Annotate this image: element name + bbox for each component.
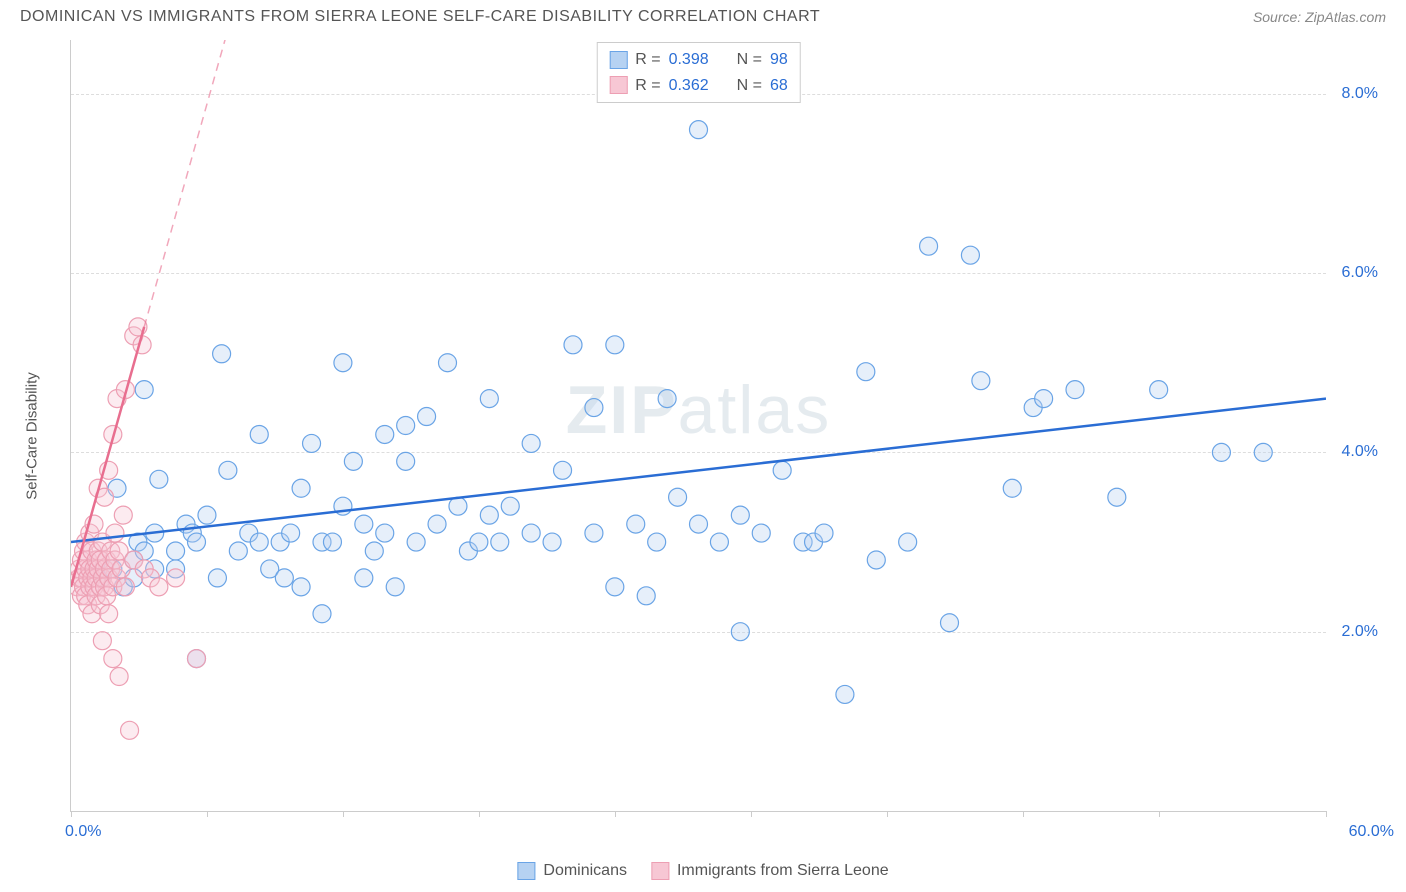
stats-box: R = 0.398 N = 98 R = 0.362 N = 68 [596,42,801,103]
x-tick [71,811,72,817]
trend-line-dashed [144,40,290,327]
legend-swatch [651,862,669,880]
r-value: 0.398 [669,47,709,73]
legend-item: Immigrants from Sierra Leone [651,862,889,880]
n-value: 98 [770,47,788,73]
x-tick [343,811,344,817]
n-label: N = [737,47,762,73]
y-tick-label: 6.0% [1342,264,1378,282]
trend-lines-layer [71,40,1326,811]
y-tick-label: 8.0% [1342,85,1378,103]
x-tick [887,811,888,817]
x-tick [1326,811,1327,817]
r-label: R = [635,47,660,73]
x-tick [479,811,480,817]
stats-row: R = 0.398 N = 98 [609,47,788,73]
plot-region: ZIPatlas R = 0.398N = 98R = 0.362N = 68 … [70,40,1326,812]
legend-label: Dominicans [543,862,627,880]
chart-header: DOMINICAN VS IMMIGRANTS FROM SIERRA LEON… [0,0,1406,30]
r-value: 0.362 [669,73,709,99]
source-prefix: Source: [1253,9,1305,25]
chart-area: Self-Care Disability ZIPatlas R = 0.398N… [50,40,1386,832]
x-tick [207,811,208,817]
legend-item: Dominicans [517,862,627,880]
trend-line [71,327,144,587]
y-axis-label: Self-Care Disability [24,372,41,500]
legend-label: Immigrants from Sierra Leone [677,862,889,880]
n-value: 68 [770,73,788,99]
x-max-label: 60.0% [1349,823,1394,841]
chart-title: DOMINICAN VS IMMIGRANTS FROM SIERRA LEON… [20,8,820,26]
y-tick-label: 4.0% [1342,443,1378,461]
legend: Dominicans Immigrants from Sierra Leone [517,862,888,880]
r-label: R = [635,73,660,99]
x-tick [1023,811,1024,817]
stats-row: R = 0.362 N = 68 [609,73,788,99]
source-attribution: Source: ZipAtlas.com [1253,9,1386,25]
y-tick-label: 2.0% [1342,623,1378,641]
stats-swatch [609,51,627,69]
stats-swatch [609,76,627,94]
trend-line [71,399,1326,542]
x-min-label: 0.0% [65,823,101,841]
legend-swatch [517,862,535,880]
x-tick [751,811,752,817]
x-tick [615,811,616,817]
n-label: N = [737,73,762,99]
x-tick [1159,811,1160,817]
source-name: ZipAtlas.com [1305,9,1386,25]
